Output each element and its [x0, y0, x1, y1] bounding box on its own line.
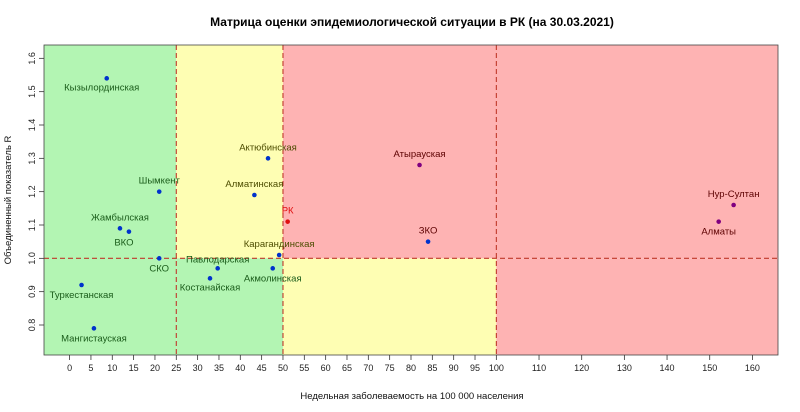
- data-point: [215, 266, 220, 271]
- data-point: [79, 282, 84, 288]
- x-tick-label: 45: [257, 363, 267, 373]
- data-point: [252, 192, 257, 198]
- data-point-label: ЗКО: [419, 226, 438, 237]
- x-axis: 0 5 10 15 20 25 30 35 40 45 50 55 60 65 70 75 80 85 90 95 10…: [67, 355, 760, 373]
- x-tick-label: 20: [150, 363, 160, 373]
- x-tick-label: 0: [67, 363, 72, 373]
- x-tick-label: 90: [449, 363, 459, 373]
- data-point: [104, 76, 110, 81]
- data-point-label: Костанайская: [180, 282, 240, 293]
- x-tick-label: 150: [702, 363, 717, 373]
- y-axis-title: Объединенный показатель R: [3, 135, 14, 264]
- x-tick-label: 80: [406, 363, 416, 373]
- y-axis: 0.8 0.9 1.0 1.1 1.2 1.3 1.4 1.5 1.6: [27, 52, 44, 331]
- data-point: [156, 256, 162, 261]
- y-tick-label: 1.0: [27, 252, 37, 265]
- x-tick-label: 120: [574, 363, 589, 373]
- x-tick-label: 55: [299, 363, 309, 373]
- y-tick-label: 1.6: [27, 52, 37, 65]
- data-point-label: Атырауская: [394, 149, 446, 160]
- x-tick-label: 40: [235, 363, 245, 373]
- x-tick-label: 5: [88, 363, 93, 373]
- y-tick-label: 1.4: [27, 119, 37, 132]
- zone-1: [176, 45, 283, 259]
- chart-title: Матрица оценки эпидемиологической ситуац…: [210, 15, 614, 29]
- data-point-label: Карагандинская: [244, 239, 315, 250]
- x-tick-label: 70: [363, 363, 373, 373]
- data-point-label: Жамбылская: [91, 212, 149, 223]
- data-point-label: Павлодарская: [186, 254, 249, 265]
- zone-backgrounds: [44, 45, 778, 355]
- data-point: [716, 219, 721, 224]
- zone-4: [282, 45, 778, 259]
- y-tick-label: 1.1: [27, 219, 37, 232]
- x-tick-label: 65: [342, 363, 352, 373]
- data-point: [126, 229, 132, 234]
- y-tick-label: 1.3: [27, 152, 37, 165]
- x-tick-label: 35: [214, 363, 224, 373]
- data-point: [285, 219, 290, 224]
- data-point-label: Туркестанская: [50, 290, 114, 301]
- data-point: [276, 252, 282, 258]
- data-point: [117, 226, 123, 231]
- data-point-label: Шымкент: [139, 176, 181, 187]
- data-point: [425, 239, 431, 244]
- y-tick-label: 1.2: [27, 185, 37, 198]
- data-point: [731, 202, 736, 208]
- y-tick-label: 0.9: [27, 285, 37, 298]
- x-tick-label: 100: [489, 363, 504, 373]
- data-point-label: Акмолинская: [244, 273, 302, 284]
- data-point: [207, 276, 213, 281]
- data-point: [265, 156, 271, 161]
- x-tick-label: 10: [107, 363, 117, 373]
- zone-0: [44, 45, 177, 355]
- data-point-label: Нур-Султан: [708, 189, 760, 200]
- x-tick-label: 60: [321, 363, 331, 373]
- x-tick-label: 85: [427, 363, 437, 373]
- zone-2: [176, 258, 283, 355]
- x-tick-label: 110: [532, 363, 546, 373]
- data-point-label: Алматинская: [225, 179, 283, 190]
- data-point: [156, 189, 162, 194]
- x-tick-label: 95: [470, 363, 480, 373]
- x-tick-label: 50: [278, 363, 288, 373]
- data-point: [270, 266, 276, 271]
- x-tick-label: 15: [129, 363, 139, 373]
- zone-3: [282, 258, 497, 355]
- y-tick-label: 0.8: [27, 319, 37, 332]
- x-tick-label: 75: [385, 363, 395, 373]
- data-point-label: Актюбинская: [239, 142, 297, 153]
- data-points: Кызылординская Шымкент Жамбылская ВКО СКО Тур…: [50, 76, 760, 344]
- x-tick-label: 160: [745, 363, 760, 373]
- x-tick-label: 130: [617, 363, 632, 373]
- x-axis-title: Недельная заболеваемость на 100 000 насе…: [300, 391, 523, 402]
- data-point-label: Кызылординская: [64, 82, 139, 93]
- x-tick-label: 30: [193, 363, 203, 373]
- threshold-lines: [44, 45, 778, 355]
- data-point: [91, 326, 97, 331]
- y-tick-label: 1.5: [27, 85, 37, 98]
- x-tick-label: 25: [171, 363, 181, 373]
- data-point-label: Мангистауская: [61, 333, 127, 344]
- data-point-label: СКО: [149, 263, 169, 274]
- data-point: [417, 162, 422, 168]
- data-point-label: ВКО: [114, 238, 133, 249]
- zone-5: [496, 258, 778, 355]
- data-point-label: РК: [282, 206, 294, 217]
- data-point-label: Алматы: [701, 227, 736, 238]
- x-tick-label: 140: [660, 363, 675, 373]
